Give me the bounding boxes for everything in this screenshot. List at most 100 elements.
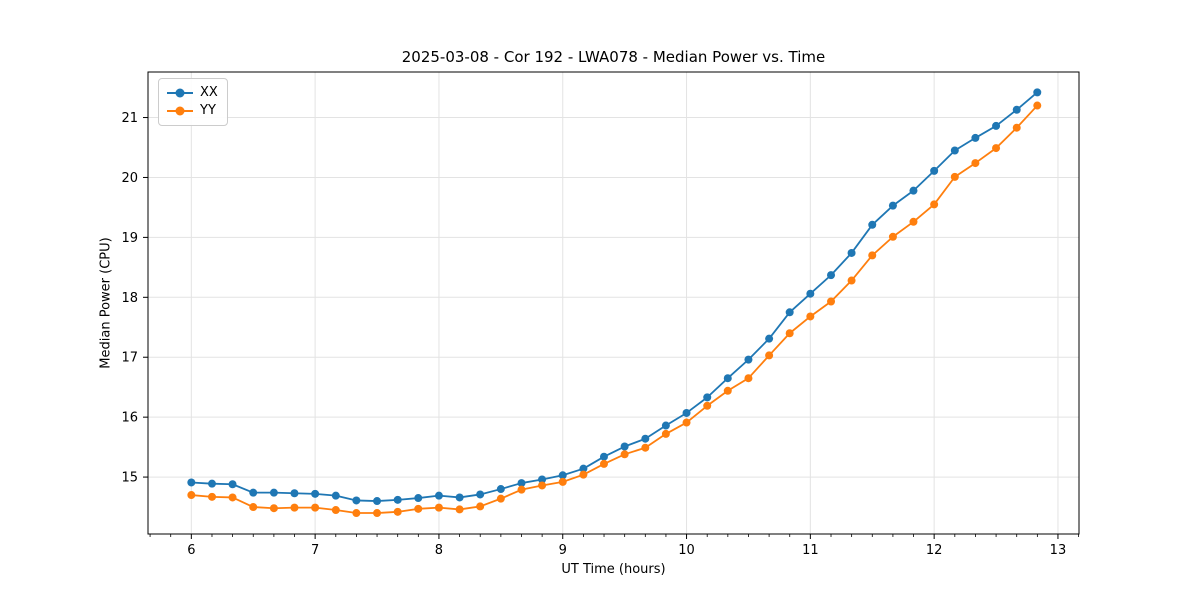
data-point-yy: [331, 506, 340, 515]
data-point-xx: [496, 485, 505, 494]
y-tick-label: 19: [121, 231, 138, 246]
data-point-yy: [517, 485, 526, 494]
data-point-yy: [806, 312, 815, 321]
y-tick-label: 21: [121, 111, 138, 126]
x-tick-label: 6: [187, 543, 195, 558]
data-point-xx: [269, 488, 278, 497]
data-point-yy: [311, 503, 320, 512]
data-point-xx: [1012, 105, 1021, 114]
legend-item-xx: XX: [167, 84, 218, 102]
data-point-yy: [579, 470, 588, 479]
data-point-xx: [249, 488, 258, 497]
data-point-xx: [187, 478, 196, 487]
data-point-yy: [1012, 123, 1021, 132]
data-point-xx: [414, 494, 423, 503]
data-point-xx: [930, 166, 939, 175]
data-point-xx: [992, 121, 1001, 130]
data-point-yy: [641, 443, 650, 452]
data-point-xx: [393, 495, 402, 504]
x-tick-label: 7: [311, 543, 319, 558]
data-point-xx: [290, 489, 299, 498]
data-point-yy: [476, 502, 485, 511]
data-point-yy: [538, 481, 547, 490]
data-point-yy: [496, 494, 505, 503]
data-point-xx: [476, 490, 485, 499]
x-tick-label: 13: [1050, 543, 1067, 558]
y-axis-label: Median Power (CPU): [98, 237, 114, 369]
data-point-xx: [806, 289, 815, 298]
data-point-yy: [868, 251, 877, 260]
data-point-xx: [682, 408, 691, 417]
data-point-yy: [723, 386, 732, 395]
y-tick-label: 18: [121, 291, 138, 306]
data-point-xx: [641, 434, 650, 443]
data-point-yy: [352, 509, 361, 518]
data-point-xx: [827, 271, 836, 280]
series-line-xx: [191, 91, 1038, 502]
data-point-yy: [455, 505, 464, 514]
x-tick-label: 9: [559, 543, 567, 558]
data-point-xx: [909, 186, 918, 195]
data-point-xx: [950, 146, 959, 155]
chart-title: 2025-03-08 - Cor 192 - LWA078 - Median P…: [401, 48, 826, 66]
data-point-yy: [393, 507, 402, 516]
data-point-yy: [785, 329, 794, 338]
legend-item-yy: YY: [167, 102, 218, 120]
data-point-xx: [373, 497, 382, 506]
data-point-yy: [620, 450, 629, 459]
data-point-xx: [703, 393, 712, 402]
data-point-yy: [930, 200, 939, 209]
data-point-xx: [352, 496, 361, 505]
data-point-xx: [579, 464, 588, 473]
data-point-yy: [661, 429, 670, 438]
data-point-xx: [744, 355, 753, 364]
data-point-xx: [723, 374, 732, 383]
data-point-yy: [228, 493, 237, 502]
data-point-yy: [971, 159, 980, 168]
data-point-yy: [1033, 101, 1042, 110]
data-point-yy: [847, 276, 856, 285]
data-point-yy: [208, 492, 217, 501]
legend-label-xx: XX: [200, 85, 218, 100]
data-point-xx: [455, 493, 464, 502]
data-point-yy: [187, 491, 196, 500]
data-point-yy: [703, 401, 712, 410]
data-point-xx: [331, 491, 340, 500]
data-point-yy: [765, 351, 774, 360]
y-tick-label: 17: [121, 351, 138, 366]
data-point-xx: [228, 480, 237, 489]
x-tick-label: 10: [678, 543, 695, 558]
data-point-yy: [682, 418, 691, 427]
data-point-xx: [868, 220, 877, 229]
y-tick-label: 16: [121, 411, 138, 426]
data-point-xx: [517, 479, 526, 488]
data-point-xx: [311, 489, 320, 498]
data-point-xx: [599, 452, 608, 461]
data-point-xx: [765, 334, 774, 343]
legend-box: XX YY: [158, 78, 228, 126]
data-point-xx: [434, 491, 443, 500]
data-point-yy: [373, 509, 382, 518]
legend-line-marker-xx-icon: [167, 88, 193, 98]
data-point-xx: [661, 421, 670, 430]
axes-frame: [147, 71, 1080, 535]
y-tick-label: 15: [121, 471, 138, 486]
y-tick-label: 20: [121, 171, 138, 186]
data-point-xx: [971, 133, 980, 142]
data-point-yy: [827, 297, 836, 306]
data-point-xx: [888, 201, 897, 210]
data-point-yy: [888, 232, 897, 241]
data-point-xx: [785, 308, 794, 317]
data-point-yy: [950, 172, 959, 181]
data-point-yy: [249, 503, 258, 512]
data-point-xx: [558, 471, 567, 480]
x-axis-label: UT Time (hours): [561, 562, 666, 577]
x-tick-label: 8: [435, 543, 443, 558]
data-point-yy: [269, 504, 278, 513]
data-point-yy: [909, 217, 918, 226]
legend-line-marker-yy-icon: [167, 106, 193, 116]
x-tick-label: 12: [926, 543, 943, 558]
data-point-yy: [434, 503, 443, 512]
